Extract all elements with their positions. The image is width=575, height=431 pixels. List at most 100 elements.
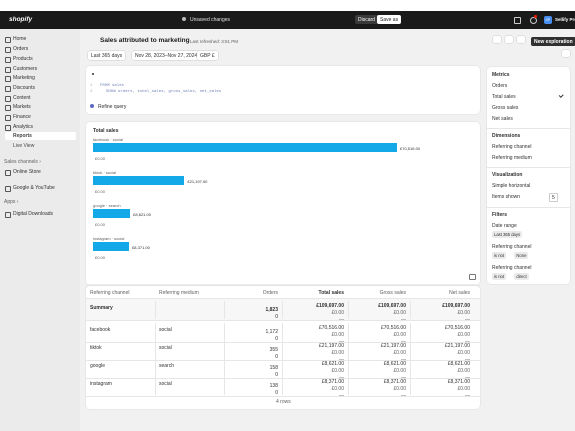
cell: £8,371.00 (383, 379, 406, 385)
column-separator (348, 359, 349, 377)
column-header[interactable]: Referring medium (159, 290, 199, 296)
panel-item[interactable]: Referring medium (492, 155, 532, 161)
column-header[interactable]: Total sales (318, 290, 344, 296)
nav-item[interactable]: Analytics (13, 124, 34, 130)
filter-button[interactable]: Last 365 days (88, 51, 126, 60)
section-label: Sales channels › (4, 159, 41, 165)
nav-item[interactable]: Marketing (13, 75, 35, 81)
cell: £8,371.00 (447, 379, 470, 385)
save-button[interactable]: Save as (377, 15, 402, 24)
nav-item[interactable]: Markets (13, 104, 31, 110)
cell: £70,516.00 (318, 325, 344, 331)
icon-button[interactable] (493, 36, 501, 43)
refine-query[interactable]: Refine query (98, 103, 127, 110)
panel-item[interactable]: Total sales (492, 94, 516, 100)
cell: £8,621.00 (383, 361, 406, 367)
cell: facebook (90, 327, 111, 333)
cell: 0 (275, 371, 278, 378)
cell: social (159, 327, 172, 333)
value-label: £70,516.00 (400, 145, 421, 151)
column-separator (224, 359, 225, 377)
bar-label: tiktok · social (93, 170, 117, 175)
baseline-label: £0.00 (95, 156, 106, 161)
row-border (86, 342, 480, 343)
column-header[interactable]: Gross sales (379, 290, 406, 296)
new-exploration-button[interactable]: New exploration (531, 37, 575, 46)
cell: google (90, 363, 106, 369)
baseline-label: £0.00 (95, 255, 106, 260)
filter-chip[interactable]: is not (492, 252, 507, 259)
cell: 158 (269, 364, 278, 371)
column-separator (348, 301, 349, 319)
nav-item[interactable]: Finance (13, 114, 31, 120)
panel-item[interactable]: Gross sales (492, 105, 519, 111)
column-separator (224, 323, 225, 341)
icon-button[interactable] (505, 36, 513, 43)
cell: 138 (269, 382, 278, 389)
cell: 0 (275, 313, 278, 320)
nav-item[interactable]: Digital Downloads (13, 211, 54, 217)
page-title: Sales attributed to marketing (100, 37, 190, 44)
filter-chip[interactable]: Last 365 days (492, 231, 523, 238)
bar (93, 242, 130, 251)
refine-icon (90, 104, 94, 108)
cell: £0.00 (457, 332, 470, 338)
nav-icon (5, 37, 11, 43)
panel-item[interactable]: Net sales (492, 116, 513, 122)
panel-item[interactable]: Referring channel (492, 244, 532, 250)
icon-button[interactable] (517, 36, 525, 43)
bar-label: facebook · social (93, 137, 124, 142)
nav-item[interactable]: Home (13, 36, 27, 42)
cell: £21,197.00 (380, 343, 406, 349)
panel-item[interactable]: Referring channel (492, 265, 532, 271)
cell: £0.00 (331, 368, 344, 374)
cell: £0.00 (393, 332, 406, 338)
column-separator (410, 377, 411, 395)
filter-button[interactable]: GBP £ (197, 51, 218, 60)
panel-divider (487, 167, 570, 168)
filter-chip[interactable]: direct (514, 273, 529, 280)
nav-item[interactable]: Orders (13, 46, 29, 52)
query-card (86, 66, 480, 114)
panel-item[interactable]: Orders (492, 83, 508, 89)
store-name: Sellify Pro (555, 17, 575, 22)
filter-chip[interactable]: None (514, 252, 529, 259)
filter-button[interactable]: Nov 28, 2023–Nov 27, 2024 (132, 51, 201, 60)
baseline-label: £0.00 (95, 189, 106, 194)
nav-item[interactable]: Discounts (13, 85, 35, 91)
row-border (86, 320, 480, 321)
column-separator (410, 323, 411, 341)
icon-button[interactable] (562, 50, 570, 57)
panel-item[interactable]: Items shown (492, 194, 521, 200)
filter-chip[interactable]: is not (492, 273, 507, 280)
panel-item[interactable]: Date range (492, 223, 517, 229)
nav-item[interactable]: Content (13, 95, 31, 101)
column-separator (155, 377, 156, 395)
nav-item[interactable]: Customers (13, 66, 38, 72)
column-separator (282, 323, 283, 341)
column-header[interactable]: Referring channel (90, 290, 130, 296)
nav-item[interactable]: Reports (13, 133, 32, 139)
icon (469, 274, 476, 280)
nav-icon (5, 86, 11, 92)
logo: shopify (9, 16, 33, 23)
cell: £0.00 (457, 350, 470, 356)
nav-item[interactable]: Products (13, 56, 33, 62)
discard-button[interactable]: Discard (355, 15, 378, 24)
nav-item[interactable]: Online Store (13, 169, 41, 175)
panel-item[interactable]: Referring channel (492, 144, 532, 150)
column-separator (155, 359, 156, 377)
column-separator (155, 301, 156, 319)
nav-item[interactable]: Google & YouTube (13, 185, 55, 191)
panel-heading: Filters (492, 212, 508, 218)
column-header[interactable]: Net sales (449, 290, 470, 296)
cell: 1,823 (265, 306, 278, 313)
column-header[interactable]: Orders (262, 290, 278, 296)
nav-icon (5, 47, 11, 53)
panel-item[interactable]: Simple horizontal (492, 183, 531, 189)
items-count[interactable]: 5 (549, 193, 558, 202)
column-separator (348, 341, 349, 359)
cell: 0 (275, 389, 278, 396)
cell: £0.00 (331, 350, 344, 356)
nav-item[interactable]: Live View (13, 143, 35, 149)
